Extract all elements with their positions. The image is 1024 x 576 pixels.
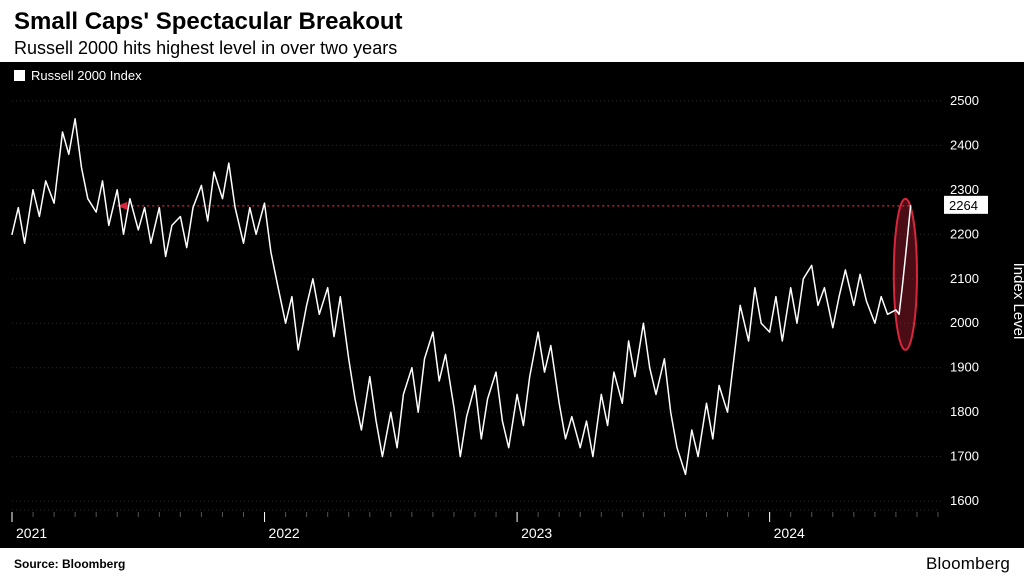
brand-wordmark: Bloomberg: [926, 554, 1010, 574]
svg-text:2023: 2023: [521, 525, 552, 541]
svg-text:2200: 2200: [950, 226, 979, 241]
svg-text:2400: 2400: [950, 137, 979, 152]
svg-text:2021: 2021: [16, 525, 47, 541]
svg-text:2264: 2264: [949, 198, 978, 213]
svg-text:2300: 2300: [950, 182, 979, 197]
source-attribution: Source: Bloomberg: [14, 557, 125, 571]
chart-svg: 1600 1700 1800 1900 2000 2100 2200 2300 2400 2500…: [0, 62, 1024, 548]
chart-title: Small Caps' Spectacular Breakout: [14, 8, 1010, 36]
chart-frame: Small Caps' Spectacular Breakout Russell…: [0, 0, 1024, 576]
svg-text:2022: 2022: [269, 525, 300, 541]
plot-area: Russell 2000 Index 160017001800190020002…: [0, 62, 1024, 548]
chart-header: Small Caps' Spectacular Breakout Russell…: [0, 0, 1024, 65]
svg-text:1900: 1900: [950, 360, 979, 375]
svg-text:2100: 2100: [950, 271, 979, 286]
svg-text:1600: 1600: [950, 493, 979, 508]
svg-text:2000: 2000: [950, 315, 979, 330]
svg-text:2024: 2024: [774, 525, 805, 541]
chart-footer: Source: Bloomberg Bloomberg: [0, 548, 1024, 576]
chart-subtitle: Russell 2000 hits highest level in over …: [14, 38, 1010, 59]
svg-text:1700: 1700: [950, 449, 979, 464]
svg-text:1800: 1800: [950, 404, 979, 419]
svg-text:Index Level: Index Level: [1010, 263, 1024, 340]
svg-text:2500: 2500: [950, 93, 979, 108]
